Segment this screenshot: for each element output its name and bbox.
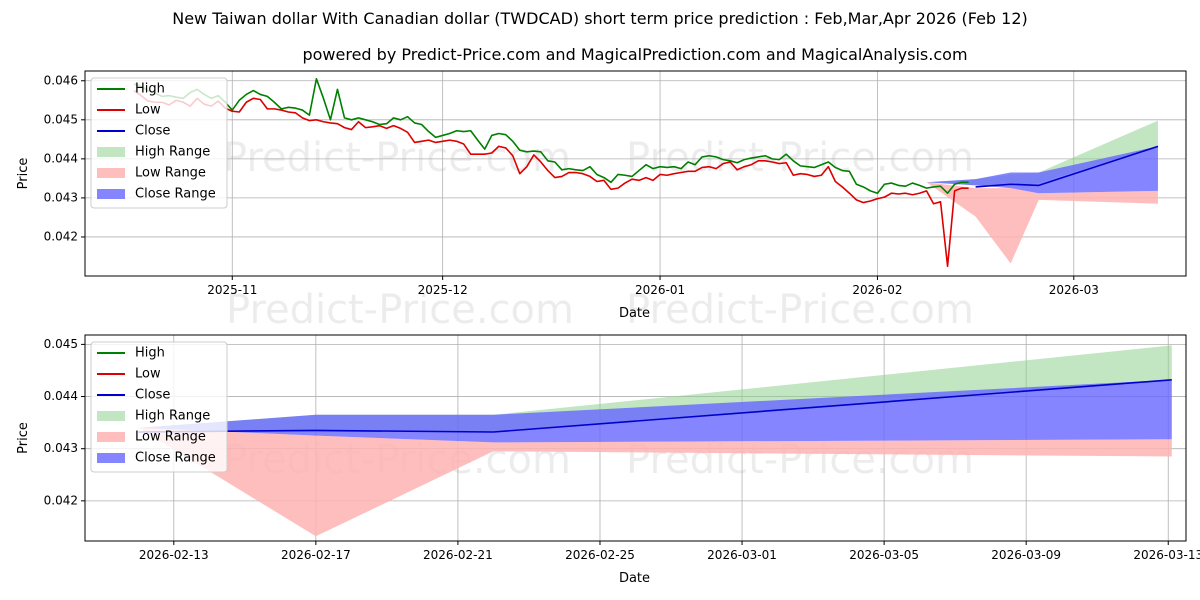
- y-axis-label: Price: [16, 422, 31, 454]
- x-tick-label: 2025-11: [207, 283, 257, 297]
- legend: High Low Close High Range Low Range Close Ran…: [90, 77, 228, 209]
- legend-label: Close Range: [135, 187, 216, 202]
- x-tick-label: 2026-02: [852, 283, 902, 297]
- legend-label: Low Range: [135, 430, 206, 445]
- x-tick-label: 2026-01: [635, 283, 685, 297]
- top-chart-panel: Predict-Price.com Predict-Price.com Predic…: [16, 70, 1187, 333]
- legend-label: Close Range: [135, 451, 216, 466]
- legend-label: High: [135, 82, 165, 97]
- legend-label: High Range: [135, 145, 210, 160]
- chart-title: New Taiwan dollar With Canadian dollar (…: [172, 9, 1028, 28]
- legend-label: Low: [135, 103, 161, 118]
- y-axis-label: Price: [16, 158, 31, 190]
- legend: High Low Close High Range Low Range Close Ran…: [90, 341, 228, 473]
- legend-label: Low Range: [135, 166, 206, 181]
- x-tick-label: 2026-03-05: [849, 548, 919, 562]
- close-range-band: [138, 379, 1172, 443]
- watermark-text: Predict-Price.com: [626, 287, 974, 333]
- x-tick-label: 2026-02-13: [139, 548, 209, 562]
- y-tick-label: 0.046: [44, 73, 78, 87]
- x-tick-label: 2026-02-17: [281, 548, 351, 562]
- y-tick-label: 0.045: [44, 337, 78, 351]
- y-tick-label: 0.043: [44, 441, 78, 455]
- axes-frame: [84, 334, 1187, 542]
- low-line: [133, 89, 969, 268]
- x-tick-label: 2026-02-25: [565, 548, 635, 562]
- watermark-text: Predict-Price.com: [223, 135, 571, 181]
- close-range-band: [926, 146, 1158, 194]
- y-tick-label: 0.043: [44, 190, 78, 204]
- close-line: [975, 145, 1159, 188]
- legend-swatch-low-range: [97, 432, 125, 442]
- y-tick-label: 0.045: [44, 112, 78, 126]
- y-tick-label: 0.044: [44, 151, 78, 165]
- low-range-band: [926, 182, 1158, 264]
- legend-label: Close: [135, 388, 170, 403]
- x-tick-label: 2026-03-13: [1133, 548, 1200, 562]
- x-tick-label: 2025-12: [418, 283, 468, 297]
- x-tick-label: 2026-03: [1049, 283, 1099, 297]
- x-axis-label: Date: [619, 571, 650, 586]
- axes-frame: [84, 70, 1187, 277]
- y-tick-label: 0.042: [44, 229, 78, 243]
- legend-label: High Range: [135, 409, 210, 424]
- x-tick-label: 2026-02-21: [423, 548, 493, 562]
- x-axis-label: Date: [619, 306, 650, 321]
- x-tick-label: 2026-03-01: [707, 548, 777, 562]
- legend-swatch-close-range: [97, 453, 125, 463]
- legend-swatch-low-range: [97, 168, 125, 178]
- chart-subtitle: powered by Predict-Price.com and Magical…: [302, 45, 968, 64]
- legend-swatch-high-range: [97, 147, 125, 157]
- legend-label: Close: [135, 124, 170, 139]
- y-tick-label: 0.044: [44, 389, 78, 403]
- high-line: [133, 78, 969, 195]
- plot-area: [138, 345, 1172, 537]
- watermark-text: Predict-Price.com: [226, 287, 574, 333]
- legend-swatch-high-range: [97, 411, 125, 421]
- legend-label: Low: [135, 367, 161, 382]
- bottom-chart-panel: Predict-Price.comPredict-Price.com0.0420…: [16, 334, 1200, 586]
- legend-swatch-close-range: [97, 189, 125, 199]
- legend-label: High: [135, 346, 165, 361]
- low-range-band: [138, 427, 1172, 537]
- plot-area: [133, 78, 1159, 268]
- x-tick-label: 2026-03-09: [991, 548, 1061, 562]
- y-tick-label: 0.042: [44, 493, 78, 507]
